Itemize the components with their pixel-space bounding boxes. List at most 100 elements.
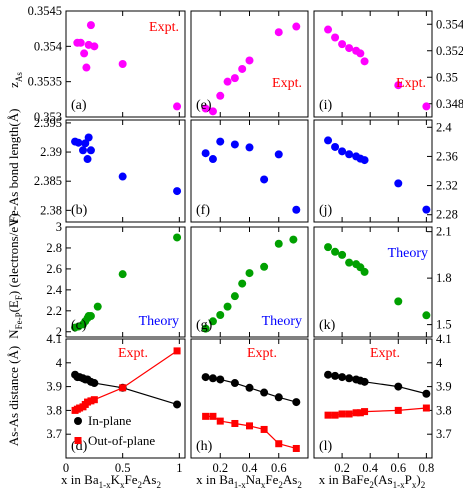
x-tick-label: 0.6 xyxy=(271,461,287,475)
y-tick-label-right: 0.348 xyxy=(436,97,463,111)
y-tick-label-right: 2.28 xyxy=(436,208,458,222)
panel-b: 2.395 2.39 2.385 2.38 (b) xyxy=(34,116,186,223)
panel-frame xyxy=(313,10,433,118)
data-point xyxy=(345,258,354,267)
panel-note: Expt. xyxy=(396,76,426,91)
data-point xyxy=(394,81,403,90)
data-point xyxy=(86,312,95,321)
data-point xyxy=(74,138,83,147)
data-point-square xyxy=(119,384,127,392)
data-point xyxy=(356,49,365,58)
data-point xyxy=(238,64,247,73)
data-point xyxy=(76,38,85,47)
panel-h: 0.2 0.4 0.6 (h) Expt. xyxy=(190,338,309,475)
panel-i: 0.354 0.352 0.35 0.348 (i) Expt. xyxy=(313,10,463,118)
data-point xyxy=(230,74,239,83)
data-point xyxy=(324,370,333,379)
panel-label: (c) xyxy=(71,318,87,333)
panel-label: (a) xyxy=(71,98,87,113)
data-point xyxy=(292,398,301,407)
y-tick-label: 0.3535 xyxy=(28,75,62,89)
ylabel-dos: NFe-P(EF) (electrons/eV) xyxy=(6,213,24,339)
data-point xyxy=(80,49,89,58)
data-point xyxy=(331,371,340,380)
panel-frame xyxy=(65,10,186,118)
panel-label: (e) xyxy=(196,98,212,113)
panel-note: Expt. xyxy=(272,76,302,91)
data-point-square xyxy=(216,417,224,425)
panel-label: (h) xyxy=(196,439,213,454)
panel-a: 0.3545 0.354 0.3535 0.353 (a) Expt. xyxy=(28,4,186,124)
data-point xyxy=(331,142,340,151)
data-point xyxy=(360,267,369,276)
data-point xyxy=(84,133,93,142)
data-point xyxy=(360,57,369,66)
panel-c: 3 2.8 2.6 2.4 2.2 2 (c) Theory xyxy=(46,220,186,339)
ylabel-as-as-distance: As-As distance (Å) xyxy=(6,346,21,446)
panel-note: Expt. xyxy=(247,346,277,361)
panel-f: (f) xyxy=(190,119,309,223)
panel-frame xyxy=(313,119,433,223)
panel-e: (e) Expt. xyxy=(190,10,309,118)
data-point xyxy=(201,149,210,158)
legend-marker-circle xyxy=(74,417,82,425)
data-point xyxy=(118,60,127,68)
y-tick-label: 2 xyxy=(56,325,62,339)
data-point xyxy=(422,102,431,111)
y-tick-label: 0.3545 xyxy=(28,4,62,18)
data-point xyxy=(292,22,301,31)
data-point xyxy=(338,40,347,49)
y-tick-label-right: 2.32 xyxy=(436,179,458,193)
data-point xyxy=(238,279,247,288)
y-tick-label: 4.1 xyxy=(46,332,62,346)
y-tick-label: 2.39 xyxy=(40,145,62,159)
xlabel-col0: x in Ba1-xKxFe2As2 xyxy=(61,472,161,490)
data-point xyxy=(345,374,354,383)
y-tick-label: 0.353 xyxy=(34,110,62,124)
data-point xyxy=(338,250,347,259)
axis-titles: zAs Fe-As bond length(Å) NFe-P(EF) (elec… xyxy=(6,72,425,490)
data-point xyxy=(324,136,333,145)
data-point-square xyxy=(331,411,339,419)
data-point xyxy=(208,317,217,326)
ylabel-bond-length: Fe-As bond length(Å) xyxy=(6,109,21,224)
legend-marker-square xyxy=(74,437,82,444)
y-tick-label: 2.385 xyxy=(34,174,62,188)
data-point xyxy=(245,56,254,65)
data-point-square xyxy=(356,409,364,417)
data-point xyxy=(201,373,210,382)
x-tick-label: 0.4 xyxy=(242,461,258,475)
data-point xyxy=(245,143,254,152)
data-point xyxy=(223,77,232,86)
panel-label: (j) xyxy=(319,203,333,218)
data-point xyxy=(86,146,95,155)
data-point xyxy=(360,377,369,386)
panel-frame xyxy=(65,338,186,459)
data-point-square xyxy=(361,408,369,416)
data-point xyxy=(86,21,95,30)
data-point xyxy=(331,33,340,42)
y-tick-label-right: 4.1 xyxy=(436,332,452,346)
legend-label: Out-of-plane xyxy=(88,433,155,448)
data-point-square xyxy=(324,411,332,419)
y-tick-label-right: 2.36 xyxy=(436,149,458,163)
x-tick-label: 1 xyxy=(176,461,182,475)
data-point xyxy=(93,302,102,311)
panel-note: Theory xyxy=(388,246,428,261)
panel-d: 0 0.5 14.143.93.83.7(d)Expt.In-planeOut-of… xyxy=(46,332,186,475)
panel-note: Expt. xyxy=(118,346,148,361)
y-tick-label: 2.2 xyxy=(46,304,62,318)
xlabel-col1: x in Ba1-xNaxFe2As2 xyxy=(196,472,302,490)
data-point xyxy=(274,28,283,37)
data-point xyxy=(394,297,403,306)
y-tick-label: 2.8 xyxy=(46,241,62,255)
panel-label: (l) xyxy=(319,439,333,454)
data-point-square xyxy=(173,347,181,355)
ylabel-z-as: zAs xyxy=(6,72,24,88)
y-tick-label: 3.9 xyxy=(46,380,62,394)
panel-l: 0.2 0.4 0.6 0.8 4.1 4 3.9 3.8 3.7 (l) Expt. xyxy=(313,332,452,475)
panel-frame xyxy=(313,338,433,459)
y-tick-label-right: 1.5 xyxy=(436,318,452,332)
data-point xyxy=(208,107,217,116)
y-tick-label-right: 2.4 xyxy=(436,120,452,134)
